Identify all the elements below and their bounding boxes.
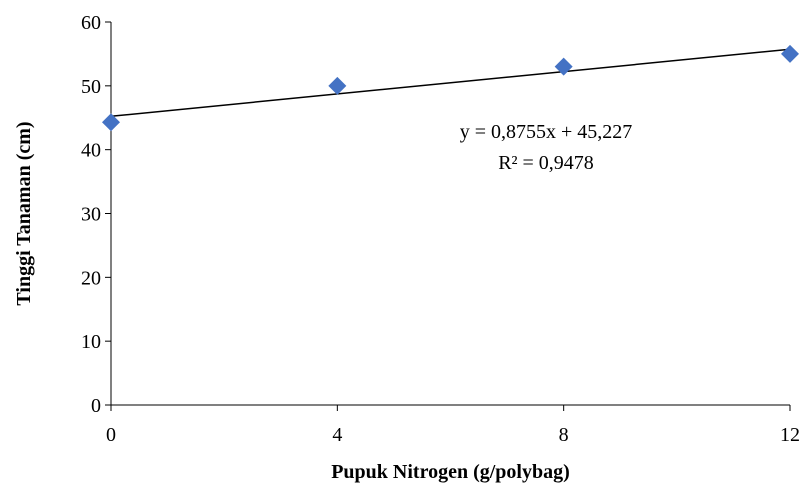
x-tick-label: 8	[559, 424, 569, 446]
y-tick-label: 60	[81, 12, 101, 34]
data-point	[554, 57, 573, 76]
data-points	[102, 44, 799, 132]
data-point	[781, 44, 799, 63]
x-tick-label: 4	[332, 424, 342, 446]
x-tick-label: 0	[106, 424, 116, 446]
trendline-layer	[110, 48, 791, 118]
y-axis-title: Tinggi Tanaman (cm)	[13, 121, 35, 305]
y-tick-label: 40	[81, 140, 101, 162]
x-tick-label: 12	[780, 424, 800, 446]
data-point	[328, 76, 347, 95]
trendline-equation-label: y = 0,8755x + 45,227	[460, 121, 633, 143]
r-squared-label: R² = 0,9478	[498, 152, 594, 174]
data-point	[102, 113, 120, 132]
x-axis-title: Pupuk Nitrogen (g/polybag)	[331, 461, 570, 483]
trendline	[110, 48, 791, 118]
y-tick-label: 50	[81, 76, 101, 98]
y-tick-label: 30	[81, 204, 101, 226]
y-tick-label: 10	[81, 331, 101, 353]
axes	[110, 22, 790, 406]
y-tick-label: 0	[91, 395, 101, 417]
ticks: 0 10 20 30 40 50 60 0 4 8 12	[81, 12, 800, 446]
y-tick-label: 20	[81, 267, 101, 289]
